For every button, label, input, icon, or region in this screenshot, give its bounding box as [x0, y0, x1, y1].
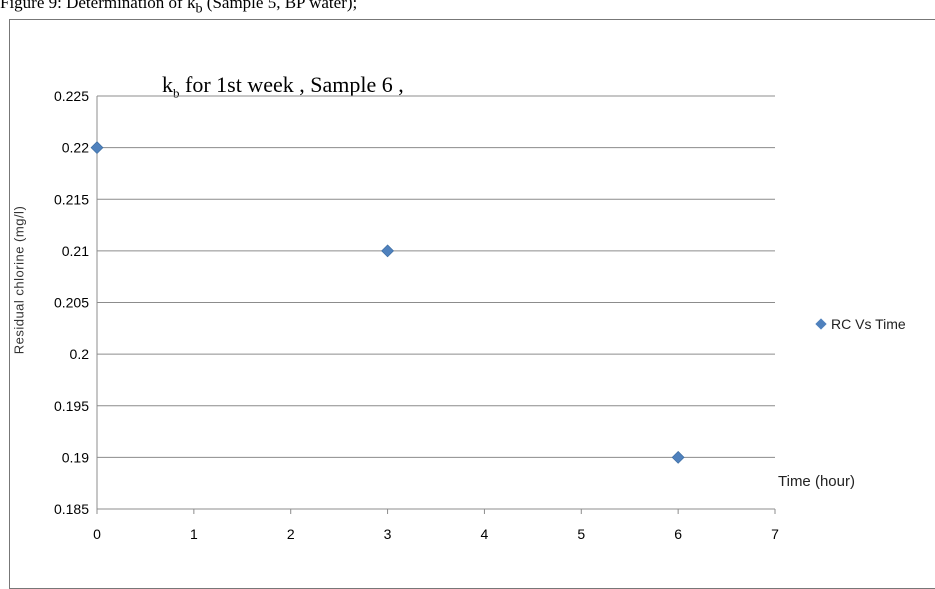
y-tick-label-2: 0.195 [54, 398, 89, 414]
chart-title-main: k [162, 72, 173, 97]
x-tick-label-3: 3 [384, 526, 392, 542]
data-point-0-2 [671, 450, 685, 464]
y-tick-label-6: 0.215 [54, 191, 89, 207]
x-axis-label: Time (hour) [778, 473, 855, 490]
caption-text: Figure 9: Determination of k [0, 0, 196, 12]
data-point-0-1 [381, 244, 394, 258]
legend-diamond-icon [815, 318, 827, 330]
y-tick-label-1: 0.19 [62, 449, 89, 465]
chart-title-rest: for 1st week , Sample 6 , [179, 72, 404, 97]
chart-title: kb for 1st week , Sample 6 , [162, 72, 404, 101]
figure-caption: Figure 9: Determination of kb (Sample 5,… [0, 0, 357, 17]
caption-subscript: b [195, 0, 203, 17]
x-tick-label-7: 7 [771, 526, 779, 542]
x-tick-label-1: 1 [190, 526, 198, 542]
x-tick-label-5: 5 [577, 526, 585, 542]
x-tick-label-4: 4 [481, 526, 489, 542]
chart-title-subscript: b [173, 85, 180, 101]
legend: RC Vs Time [815, 316, 906, 332]
y-tick-label-4: 0.205 [54, 295, 89, 311]
x-tick-label-2: 2 [287, 526, 295, 542]
x-tick-label-6: 6 [674, 526, 682, 542]
caption-rest: (Sample 5, BP water); [202, 0, 358, 12]
x-tick-label-0: 0 [93, 526, 101, 542]
y-axis-label: Residual chlorine (mg/l) [11, 205, 27, 355]
scatter-plot: 0.185 0.19 0.195 0.2 0.205 0.21 0.215 0.22 0.225… [54, 88, 779, 542]
y-tick-label-5: 0.21 [62, 243, 89, 259]
data-point-0-0 [90, 141, 104, 155]
y-tick-label-7: 0.22 [62, 140, 89, 156]
y-tick-label-8: 0.225 [54, 88, 89, 104]
y-tick-label-0: 0.185 [54, 501, 89, 517]
y-tick-label-3: 0.2 [70, 346, 90, 362]
legend-label: RC Vs Time [831, 316, 906, 332]
